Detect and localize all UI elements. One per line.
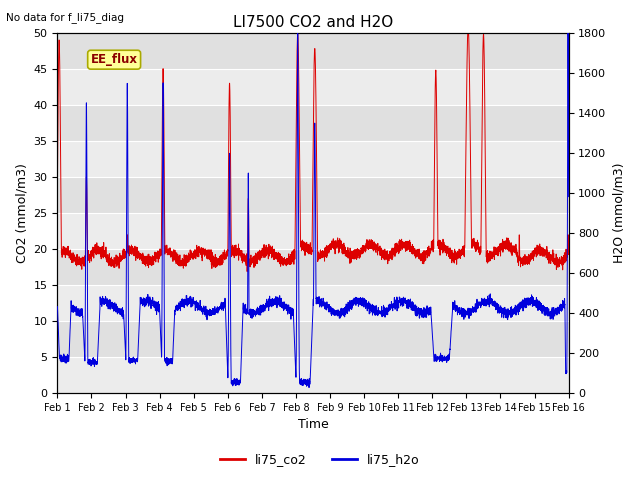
- Bar: [58, 213, 568, 249]
- X-axis label: Time: Time: [298, 419, 328, 432]
- Bar: [58, 357, 568, 393]
- Y-axis label: H2O (mmol/m3): H2O (mmol/m3): [612, 163, 625, 263]
- Legend: li75_co2, li75_h2o: li75_co2, li75_h2o: [215, 448, 425, 471]
- Bar: [58, 141, 568, 177]
- Text: EE_flux: EE_flux: [91, 53, 138, 66]
- Text: No data for f_li75_diag: No data for f_li75_diag: [6, 12, 124, 23]
- Bar: [58, 69, 568, 105]
- Y-axis label: CO2 (mmol/m3): CO2 (mmol/m3): [15, 163, 28, 263]
- Bar: [58, 285, 568, 321]
- Title: LI7500 CO2 and H2O: LI7500 CO2 and H2O: [233, 15, 393, 30]
